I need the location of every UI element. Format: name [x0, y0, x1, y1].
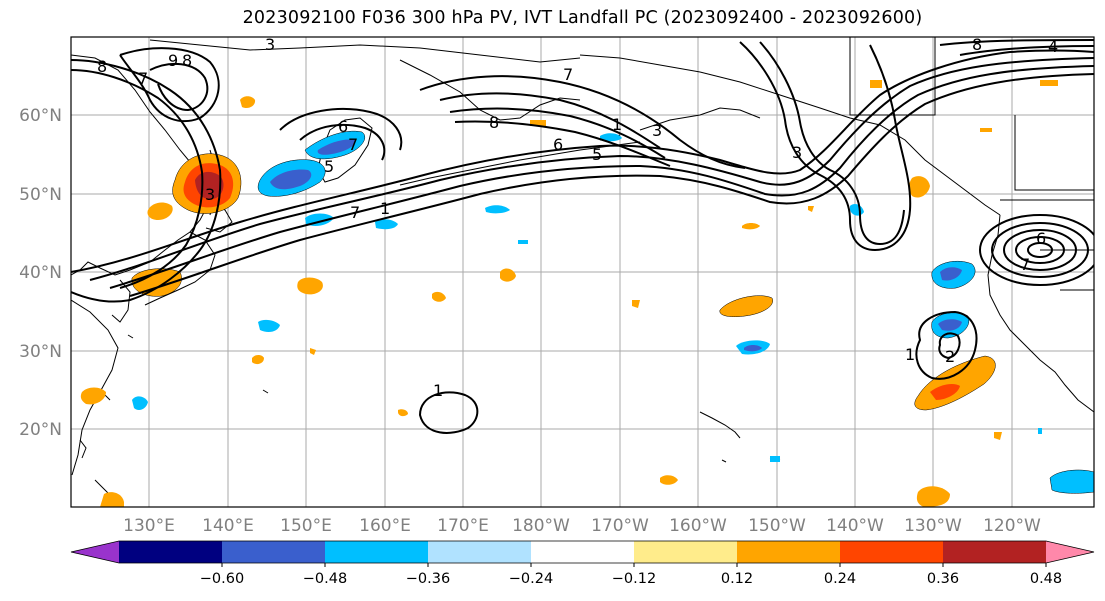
contour-label: 1	[433, 381, 443, 400]
pv-contour-labels: 3 8 7 9 8 7 6 5 7 3 1 8 6 5 7 3 1 3 8 4 …	[97, 35, 1058, 400]
latitude-labels: 60°N 50°N 40°N 30°N 20°N	[19, 106, 62, 440]
lon-label: 150°E	[280, 516, 332, 536]
contour-label: 8	[182, 51, 192, 70]
lat-label: 50°N	[19, 185, 62, 205]
contour-label: 5	[324, 157, 334, 176]
colorbar-tick-label: −0.12	[612, 571, 656, 587]
contour-label: 8	[489, 113, 499, 132]
colorbar-tick-label: −0.48	[303, 571, 347, 587]
colorbar-segment	[531, 541, 635, 563]
lat-label: 60°N	[19, 106, 62, 126]
lon-label: 130°W	[904, 516, 962, 536]
colorbar-outline	[70, 540, 1095, 564]
colorbar-tick-label: 0.12	[721, 571, 753, 587]
contour-label: 9	[168, 51, 178, 70]
longitude-labels: 130°E 140°E 150°E 160°E 170°E 180°W 170°…	[123, 516, 1041, 536]
map-title: 2023092100 F036 300 hPa PV, IVT Landfall…	[242, 8, 923, 28]
lon-label: 170°E	[437, 516, 489, 536]
lat-label: 20°N	[19, 420, 62, 440]
lon-label: 150°W	[748, 516, 806, 536]
colorbar: −0.60 −0.48 −0.36 −0.24 −0.12 0.12 0.24 0.36 0.4…	[70, 540, 1095, 587]
lon-label: 160°W	[669, 516, 727, 536]
lon-label: 140°W	[826, 516, 884, 536]
lon-label: 160°E	[359, 516, 411, 536]
lat-label: 30°N	[19, 342, 62, 362]
lon-label: 140°E	[202, 516, 254, 536]
contour-label: 4	[1048, 37, 1058, 56]
colorbar-tick-label: −0.36	[406, 571, 450, 587]
contour-label: 1	[612, 115, 622, 134]
colorbar-segment	[428, 541, 532, 563]
colorbar-segment	[737, 541, 841, 563]
contour-label: 7	[138, 69, 148, 88]
contour-label: 1	[380, 199, 390, 218]
contour-label: 5	[592, 145, 602, 164]
contour-label: 7	[348, 135, 358, 154]
colorbar-segment	[119, 541, 223, 563]
colorbar-tick-label: 0.24	[824, 571, 856, 587]
colorbar-segment	[840, 541, 944, 563]
contour-label: 3	[652, 121, 662, 140]
colorbar-segment	[222, 541, 326, 563]
lon-label: 120°W	[983, 516, 1041, 536]
contour-label: 6	[553, 135, 563, 154]
colorbar-segment	[943, 541, 1047, 563]
contour-label: 3	[205, 185, 215, 204]
pv-anomaly-fills	[80, 80, 1094, 507]
lon-label: 180°W	[512, 516, 570, 536]
contour-label: 1	[905, 345, 915, 364]
contour-label: 3	[265, 35, 275, 54]
contour-label: 2	[945, 347, 955, 366]
colorbar-tick-label: −0.60	[200, 571, 244, 587]
colorbar-tick-label: 0.48	[1030, 571, 1062, 587]
pv-contours	[71, 39, 1094, 434]
colorbar-segment	[325, 541, 429, 563]
contour-label: 3	[792, 143, 802, 162]
map-frame	[70, 36, 1095, 508]
lon-label: 130°E	[123, 516, 175, 536]
contour-label: 7	[350, 203, 360, 222]
colorbar-extend-low	[71, 541, 119, 563]
contour-label: 8	[972, 35, 982, 54]
colorbar-segment	[634, 541, 738, 563]
lon-label: 170°W	[591, 516, 649, 536]
contour-label: 7	[563, 65, 573, 84]
contour-label: 6	[1036, 229, 1046, 248]
contour-label: 6	[338, 117, 348, 136]
lat-label: 40°N	[19, 263, 62, 283]
contour-label: 7	[1020, 255, 1030, 274]
contour-label: 8	[97, 57, 107, 76]
colorbar-extend-high	[1046, 541, 1094, 563]
colorbar-tick-label: 0.36	[927, 571, 959, 587]
colorbar-tick-label: −0.24	[509, 571, 553, 587]
